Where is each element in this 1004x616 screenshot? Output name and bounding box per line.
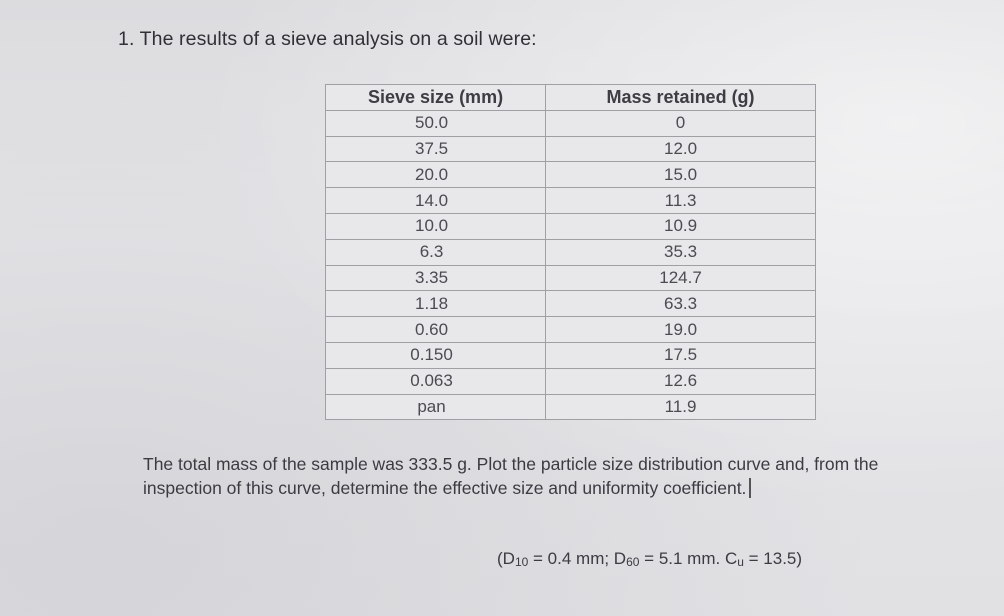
table-row: 50.0 0 bbox=[324, 109, 816, 137]
table-row: 37.5 12.0 bbox=[324, 135, 816, 163]
table-row: pan 11.9 bbox=[324, 393, 816, 421]
sieve-size-cell: 37.5 bbox=[324, 135, 547, 163]
text-cursor bbox=[749, 477, 751, 498]
table-row: 6.3 35.3 bbox=[324, 238, 816, 266]
mass-retained-cell: 124.7 bbox=[545, 264, 816, 292]
answer-line: (D10 = 0.4 mm; D60 = 5.1 mm. Cu = 13.5) bbox=[497, 549, 802, 569]
mass-retained-cell: 15.0 bbox=[545, 161, 816, 189]
header-sieve-size: Sieve size (mm) bbox=[324, 84, 547, 111]
d10-subscript: 10 bbox=[514, 555, 529, 569]
mass-retained-cell: 17.5 bbox=[545, 341, 816, 369]
header-mass-retained: Mass retained (g) bbox=[545, 84, 816, 111]
sieve-size-cell: 6.3 bbox=[324, 238, 547, 266]
problem-paragraph: The total mass of the sample was 333.5 g… bbox=[143, 453, 883, 500]
mass-retained-cell: 19.0 bbox=[545, 316, 816, 343]
sieve-size-cell: 14.0 bbox=[324, 187, 547, 214]
table-row: 0.60 19.0 bbox=[324, 316, 816, 343]
table-row: 0.063 12.6 bbox=[324, 367, 816, 395]
mass-retained-cell: 0 bbox=[545, 109, 816, 137]
d60-subscript: 60 bbox=[626, 555, 640, 569]
mass-retained-cell: 12.6 bbox=[545, 367, 816, 395]
cu-subscript: u bbox=[737, 555, 744, 569]
sieve-size-cell: 0.150 bbox=[324, 341, 547, 369]
sieve-size-cell: 50.0 bbox=[324, 109, 547, 137]
table-row: 10.0 10.9 bbox=[324, 212, 816, 240]
sieve-size-cell: 0.063 bbox=[324, 367, 547, 395]
sieve-size-cell: 3.35 bbox=[324, 264, 547, 292]
sieve-size-cell: pan bbox=[324, 393, 547, 421]
table-header-row: Sieve size (mm) Mass retained (g) bbox=[324, 84, 816, 111]
sieve-analysis-table: Sieve size (mm) Mass retained (g) 50.0 0… bbox=[324, 84, 816, 421]
sieve-size-cell: 20.0 bbox=[324, 161, 547, 189]
d60-value: = 5.1 mm. C bbox=[639, 549, 738, 568]
mass-retained-cell: 63.3 bbox=[545, 290, 816, 318]
sieve-size-cell: 10.0 bbox=[324, 212, 547, 240]
sieve-size-cell: 1.18 bbox=[324, 290, 547, 318]
d10-value: = 0.4 mm; D bbox=[528, 549, 627, 568]
question-text: 1. The results of a sieve analysis on a … bbox=[118, 28, 537, 50]
sieve-size-cell: 0.60 bbox=[324, 316, 547, 343]
table-row: 14.0 11.3 bbox=[324, 187, 816, 214]
mass-retained-cell: 11.9 bbox=[545, 393, 816, 421]
mass-retained-cell: 11.3 bbox=[545, 187, 816, 214]
table-row: 20.0 15.0 bbox=[324, 161, 816, 189]
cu-value: = 13.5) bbox=[743, 549, 803, 568]
table-row: 1.18 63.3 bbox=[324, 290, 816, 318]
mass-retained-cell: 10.9 bbox=[545, 212, 816, 240]
table-row: 0.150 17.5 bbox=[324, 341, 816, 369]
table-row: 3.35 124.7 bbox=[324, 264, 816, 292]
problem-text: The total mass of the sample was 333.5 g… bbox=[143, 454, 879, 498]
mass-retained-cell: 12.0 bbox=[545, 135, 816, 163]
mass-retained-cell: 35.3 bbox=[545, 238, 816, 266]
answer-open: (D bbox=[497, 549, 515, 568]
